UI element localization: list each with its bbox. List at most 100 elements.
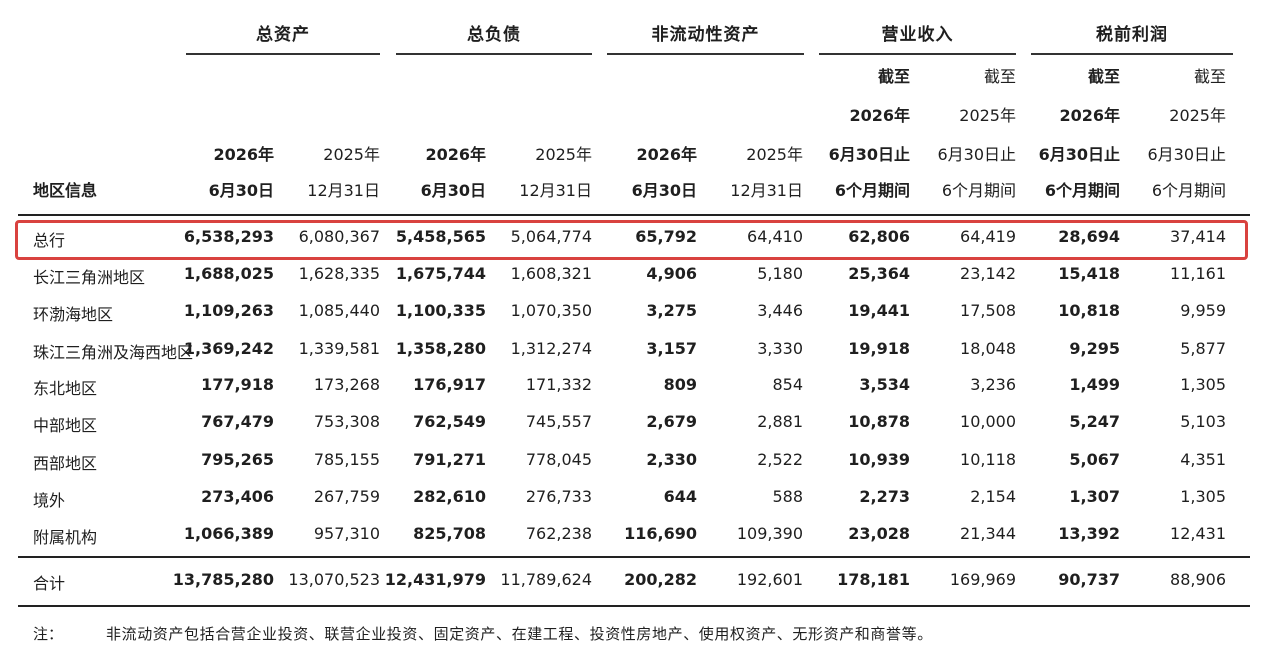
table-cell: 65,792 (635, 227, 697, 246)
table-cell: 23,142 (960, 264, 1016, 283)
total-cell: 11,789,624 (500, 570, 592, 589)
table-cell: 5,064,774 (510, 227, 592, 246)
group-header-non-current-assets: 非流动性资产 (651, 25, 760, 45)
total-cell: 192,601 (736, 570, 803, 589)
region-label: 附属机构 (33, 528, 98, 547)
region-label: 环渤海地区 (33, 305, 114, 324)
col-header-line: 2025年 (535, 145, 592, 164)
col-header-line: 2025年 (959, 106, 1016, 125)
table-cell: 588 (772, 487, 803, 506)
table-cell: 825,708 (413, 524, 486, 543)
table-cell: 109,390 (736, 524, 803, 543)
table-cell: 9,295 (1069, 339, 1120, 358)
table-cell: 28,694 (1058, 227, 1120, 246)
table-cell: 3,446 (757, 301, 803, 320)
group-header-total-liabilities: 总负债 (467, 25, 521, 45)
col-header-line: 截至 (1193, 67, 1226, 86)
table-cell: 17,508 (960, 301, 1016, 320)
table-cell: 6,538,293 (183, 227, 274, 246)
table-cell: 1,085,440 (298, 301, 380, 320)
region-label: 珠江三角洲及海西地区 (33, 343, 194, 362)
table-cell: 276,733 (525, 487, 592, 506)
table-cell: 21,344 (960, 524, 1016, 543)
table-cell: 762,549 (413, 412, 486, 431)
table-cell: 1,675,744 (395, 264, 486, 283)
col-header-line: 6月30日止 (1038, 145, 1120, 164)
table-cell: 762,238 (525, 524, 592, 543)
col-header-line: 2026年 (213, 145, 274, 164)
table-cell: 809 (663, 375, 697, 394)
col-header-line: 6月30日 (631, 181, 697, 200)
table-cell: 3,236 (970, 375, 1016, 394)
table-cell: 1,608,321 (510, 264, 592, 283)
group-underline (1031, 53, 1233, 55)
total-divider (18, 556, 1250, 558)
col-header-line: 6月30日 (208, 181, 274, 200)
table-cell: 1,305 (1180, 487, 1226, 506)
col-header-line: 6月30日止 (828, 145, 910, 164)
col-header-line: 12月31日 (307, 181, 380, 200)
table-cell: 25,364 (848, 264, 910, 283)
group-underline (819, 53, 1016, 55)
region-label: 长江三角洲地区 (33, 268, 146, 287)
col-header-line: 6个月期间 (941, 181, 1016, 200)
table-cell: 15,418 (1058, 264, 1120, 283)
table-cell: 791,271 (413, 450, 486, 469)
group-underline (186, 53, 380, 55)
table-cell: 116,690 (624, 524, 697, 543)
table-cell: 3,157 (646, 339, 697, 358)
table-cell: 64,419 (960, 227, 1016, 246)
col-header-line: 6月30日 (420, 181, 486, 200)
table-cell: 1,358,280 (395, 339, 486, 358)
table-cell: 1,307 (1069, 487, 1120, 506)
table-cell: 1,312,274 (510, 339, 592, 358)
table-cell: 23,028 (848, 524, 910, 543)
table-cell: 13,392 (1058, 524, 1120, 543)
region-label: 东北地区 (33, 379, 98, 398)
table-cell: 778,045 (525, 450, 592, 469)
table-cell: 753,308 (313, 412, 380, 431)
table-cell: 3,534 (859, 375, 910, 394)
group-underline (396, 53, 592, 55)
group-underline (607, 53, 804, 55)
table-cell: 10,818 (1058, 301, 1120, 320)
table-cell: 267,759 (313, 487, 380, 506)
total-row-label: 合计 (33, 574, 66, 593)
table-cell: 19,918 (848, 339, 910, 358)
table-cell: 957,310 (313, 524, 380, 543)
table-cell: 854 (772, 375, 803, 394)
table-cell: 11,161 (1170, 264, 1226, 283)
region-label: 总行 (33, 231, 66, 250)
col-header-line: 2026年 (849, 106, 910, 125)
highlight-box (15, 220, 1248, 260)
table-cell: 173,268 (313, 375, 380, 394)
col-header-line: 12月31日 (519, 181, 592, 200)
header-divider (18, 214, 1250, 216)
table-cell: 1,499 (1069, 375, 1120, 394)
table-cell: 62,806 (848, 227, 910, 246)
total-cell: 169,969 (949, 570, 1016, 589)
col-header-line: 2026年 (636, 145, 697, 164)
table-cell: 5,877 (1180, 339, 1226, 358)
table-cell: 1,066,389 (183, 524, 274, 543)
col-header-line: 截至 (877, 67, 910, 86)
col-header-line: 6个月期间 (1044, 181, 1120, 200)
total-cell: 13,785,280 (172, 570, 274, 589)
table-cell: 18,048 (960, 339, 1016, 358)
table-cell: 2,881 (757, 412, 803, 431)
table-cell: 2,273 (859, 487, 910, 506)
table-cell: 4,906 (646, 264, 697, 283)
col-header-line: 2025年 (323, 145, 380, 164)
table-cell: 10,000 (960, 412, 1016, 431)
table-cell: 282,610 (413, 487, 486, 506)
table-cell: 2,522 (757, 450, 803, 469)
col-header-line: 6个月期间 (1151, 181, 1226, 200)
total-cell: 88,906 (1170, 570, 1226, 589)
group-header-revenue: 营业收入 (881, 25, 954, 45)
col-header-line: 2026年 (1059, 106, 1120, 125)
table-cell: 177,918 (201, 375, 274, 394)
table-cell: 6,080,367 (298, 227, 380, 246)
group-header-total-assets: 总资产 (256, 25, 310, 45)
table-cell: 9,959 (1180, 301, 1226, 320)
table-cell: 5,103 (1180, 412, 1226, 431)
